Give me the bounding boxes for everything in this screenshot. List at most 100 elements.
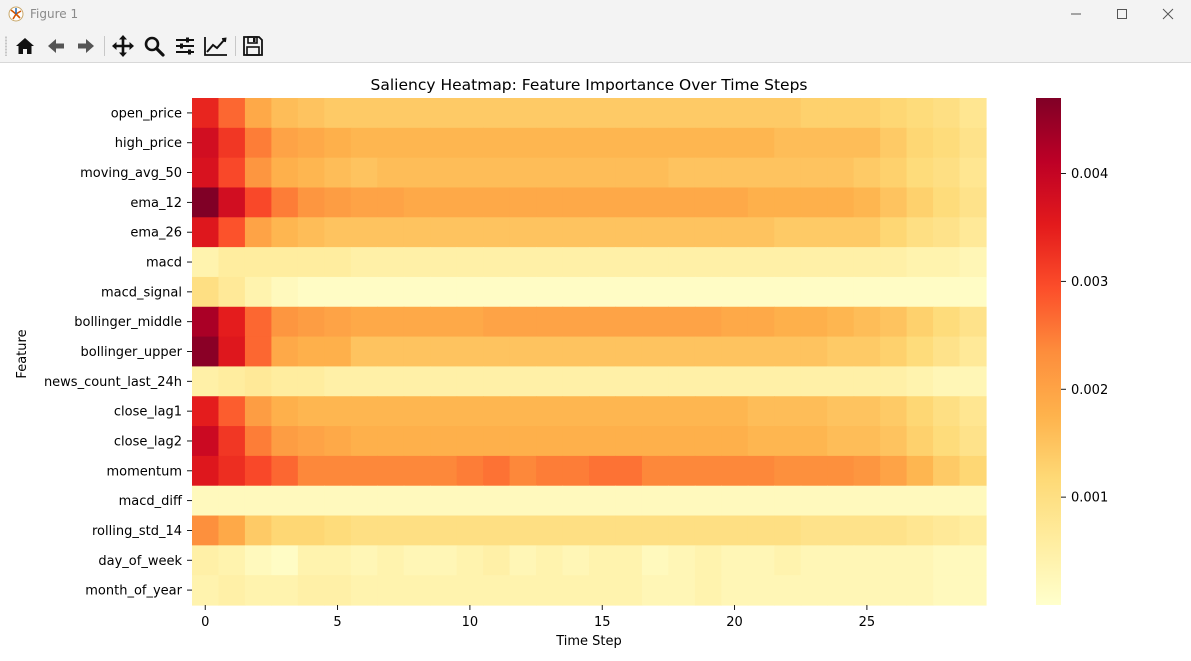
heatmap-cell <box>694 455 722 487</box>
heatmap-cell <box>933 515 961 546</box>
heatmap-cell <box>350 217 378 248</box>
toolbar-grip[interactable] <box>5 36 7 56</box>
heatmap-cell <box>377 575 405 606</box>
heatmap-cell <box>880 485 908 517</box>
heatmap-cell <box>853 485 881 517</box>
y-tick-label: bollinger_middle <box>74 315 182 330</box>
heatmap-cell <box>271 575 299 606</box>
heatmap-cell <box>536 545 564 576</box>
save-button[interactable] <box>240 33 266 59</box>
heatmap-cell <box>880 336 908 368</box>
heatmap-cell <box>933 485 961 517</box>
heatmap-cell <box>509 306 537 338</box>
heatmap-cell <box>641 98 669 129</box>
heatmap-cell <box>641 366 669 397</box>
heatmap-cell <box>536 366 564 397</box>
heatmap-cell <box>350 545 378 576</box>
heatmap-cell <box>933 426 961 457</box>
heatmap-cell <box>218 485 246 517</box>
heatmap-cell <box>430 127 458 159</box>
heatmap-cell <box>747 127 775 159</box>
heatmap-cell <box>721 396 749 427</box>
pan-button[interactable] <box>110 33 136 59</box>
heatmap-cell <box>509 157 537 189</box>
heatmap-cell <box>721 366 749 397</box>
heatmap-cell <box>562 366 590 397</box>
heatmap-cell <box>218 396 246 427</box>
heatmap-cell <box>827 515 855 546</box>
y-tick-label: ema_26 <box>130 226 182 241</box>
heatmap-cell <box>218 426 246 457</box>
heatmap-cell <box>244 426 272 457</box>
heatmap-cell <box>324 187 352 218</box>
heatmap-cell <box>589 545 617 576</box>
heatmap-cell <box>800 515 828 546</box>
zoom-button[interactable] <box>141 33 167 59</box>
heatmap-cell <box>562 336 590 368</box>
heatmap-cell <box>297 575 325 606</box>
heatmap-cell <box>721 515 749 546</box>
heatmap-cell <box>933 575 961 606</box>
heatmap-cell <box>774 127 802 159</box>
heatmap-cell <box>509 217 537 248</box>
heatmap-cell <box>430 187 458 218</box>
heatmap-cell <box>456 455 484 487</box>
maximize-icon <box>1117 9 1127 19</box>
heatmap-cell <box>562 157 590 189</box>
heatmap-cell <box>827 455 855 487</box>
edit-axis-button[interactable] <box>203 33 229 59</box>
heatmap-cell <box>456 157 484 189</box>
close-button[interactable] <box>1145 0 1191 28</box>
heatmap-cell <box>906 247 934 278</box>
minimize-button[interactable] <box>1053 0 1099 28</box>
heatmap-cell <box>377 247 405 278</box>
forward-button[interactable] <box>73 33 99 59</box>
heatmap-cell <box>827 247 855 278</box>
home-icon <box>16 38 34 54</box>
y-tick-label: month_of_year <box>85 584 182 599</box>
heatmap-cell <box>615 157 643 189</box>
x-tick-labels: 0 5 10 15 20 25 <box>201 605 875 630</box>
heatmap-cell <box>456 545 484 576</box>
x-tick-label: 25 <box>859 615 876 630</box>
heatmap-cell <box>536 127 564 159</box>
heatmap-cell <box>959 396 987 427</box>
heatmap-cell <box>430 276 458 308</box>
heatmap-cell <box>377 127 405 159</box>
heatmap-cell <box>906 127 934 159</box>
heatmap-cell <box>694 127 722 159</box>
heatmap-cell <box>562 426 590 457</box>
heatmap-cell <box>774 455 802 487</box>
heatmap-cell <box>827 187 855 218</box>
heatmap-cell <box>800 187 828 218</box>
heatmap-cell <box>192 247 220 278</box>
home-button[interactable] <box>12 33 38 59</box>
heatmap-cell <box>536 515 564 546</box>
heatmap-cell <box>933 247 961 278</box>
heatmap-cell <box>641 545 669 576</box>
heatmap-cell <box>615 127 643 159</box>
heatmap-cell <box>747 336 775 368</box>
heatmap-cell <box>694 545 722 576</box>
heatmap-cell <box>536 455 564 487</box>
heatmap-cell <box>536 336 564 368</box>
maximize-button[interactable] <box>1099 0 1145 28</box>
heatmap-cell <box>694 515 722 546</box>
heatmap-cell <box>668 545 696 576</box>
heatmap-cell <box>774 276 802 308</box>
heatmap-cell <box>641 187 669 218</box>
toolbar <box>0 28 1191 63</box>
heatmap-cell <box>827 426 855 457</box>
heatmap-cell <box>483 247 511 278</box>
heatmap-cell <box>959 217 987 248</box>
x-axis-label: Time Step <box>555 634 622 649</box>
x-tick-label: 10 <box>462 615 479 630</box>
heatmap-cell <box>562 98 590 129</box>
heatmap-cell <box>324 217 352 248</box>
heatmap-cell <box>721 276 749 308</box>
heatmap-cell <box>933 98 961 129</box>
configure-subplots-button[interactable] <box>172 33 198 59</box>
heatmap-cell <box>297 247 325 278</box>
back-button[interactable] <box>43 33 69 59</box>
heatmap-cell <box>589 396 617 427</box>
